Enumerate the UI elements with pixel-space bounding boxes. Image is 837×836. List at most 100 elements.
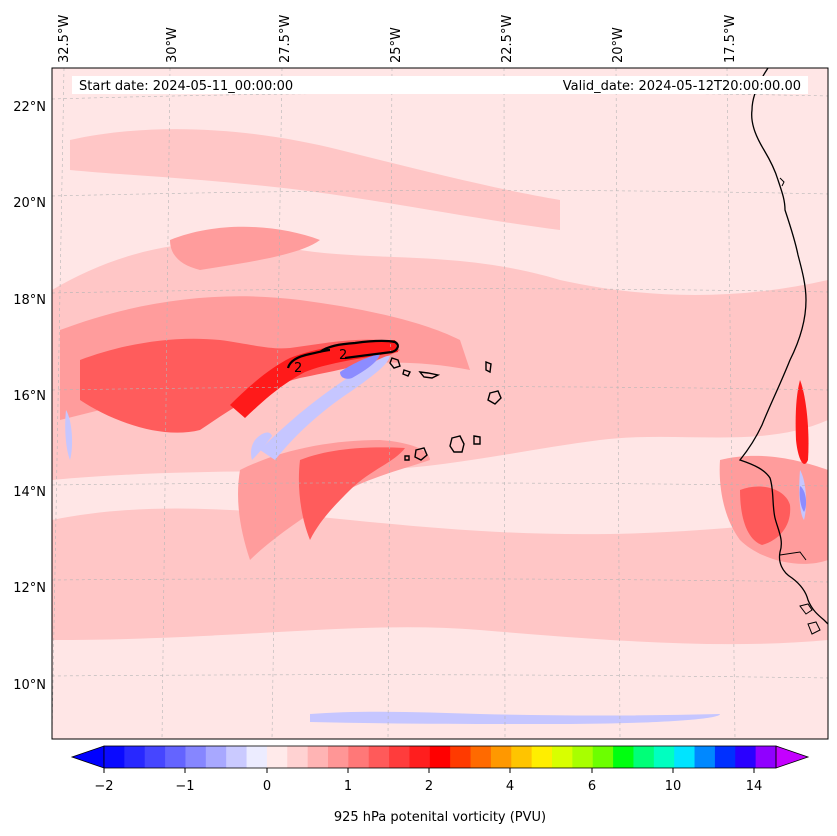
colorbar-segment — [633, 746, 655, 768]
colorbar-segment — [185, 746, 207, 768]
pv-field-negative-band — [260, 355, 390, 460]
pv-field-negative-core — [799, 486, 807, 512]
lon-label: 32.5°W — [57, 15, 72, 63]
coast-detail — [779, 177, 785, 187]
lon-label: 27.5°W — [278, 15, 293, 63]
colorbar-segment — [735, 746, 757, 768]
colorbar-ticks — [103, 768, 755, 773]
colorbar-segment — [714, 746, 736, 768]
pv-field-mid-band — [238, 440, 430, 560]
pv-field-negative-band — [310, 711, 720, 724]
latitude-labels: 22°N 20°N 18°N 16°N 14°N 12°N 10°N — [13, 100, 46, 693]
gridline — [387, 68, 393, 739]
island-outline — [485, 360, 492, 374]
africa-coastline — [738, 68, 828, 625]
gridline — [503, 68, 506, 739]
gridline — [52, 482, 828, 487]
map-panel: 2 2 — [52, 68, 828, 739]
pv-field-high-band — [740, 486, 791, 545]
pv-2-contour-line — [286, 339, 399, 369]
colorbar-segment — [429, 746, 451, 768]
colorbar-over-arrow — [775, 745, 810, 769]
lon-label: 30°W — [165, 27, 180, 63]
colorbar-segment — [144, 746, 166, 768]
gridline — [52, 288, 828, 294]
colorbar-segment — [531, 746, 553, 768]
island-outline — [473, 435, 481, 445]
lat-label: 20°N — [13, 196, 46, 211]
colorbar-segment — [592, 746, 614, 768]
colorbar-tick-label: 10 — [665, 779, 682, 794]
island-outline — [402, 369, 411, 377]
cape-verde-islands — [389, 357, 502, 461]
lat-label: 10°N — [13, 678, 46, 693]
header-box — [72, 76, 808, 94]
colorbar-segment — [104, 746, 125, 768]
colorbar-segment — [266, 746, 288, 768]
island-outline — [799, 603, 813, 615]
colorbar-segment — [450, 746, 472, 768]
colorbar-tick-label: 6 — [588, 779, 596, 794]
island-outline — [404, 455, 410, 461]
lon-label: 17.5°W — [723, 15, 738, 63]
colorbar-segment — [226, 746, 248, 768]
colorbar-under-arrow — [70, 745, 105, 769]
pv-field-max-core — [795, 380, 809, 464]
pv-field-negative-band — [251, 432, 272, 460]
map-frame — [51, 67, 829, 740]
gridline — [271, 68, 283, 739]
lat-label: 12°N — [13, 581, 46, 596]
colorbar-tick-label: 4 — [506, 779, 514, 794]
longitude-labels: 32.5°W 30°W 27.5°W 25°W 22.5°W 20°W 17.5… — [57, 15, 738, 63]
island-outline — [389, 357, 401, 369]
colorbar-segment — [287, 746, 309, 768]
colorbar-segments — [104, 746, 777, 768]
lat-label: 16°N — [13, 389, 46, 404]
pv-field-high-band — [298, 447, 405, 540]
colorbar-segment — [328, 746, 349, 768]
colorbar-segment — [572, 746, 594, 768]
colorbar-segment — [246, 746, 268, 768]
lat-label: 14°N — [13, 485, 46, 500]
colorbar-tick-label: 0 — [263, 779, 271, 794]
map-gridlines — [52, 68, 828, 739]
colorbar-segment — [368, 746, 390, 768]
colorbar-segment — [674, 746, 696, 768]
lat-label: 22°N — [13, 100, 46, 115]
colorbar-tick-label: 14 — [746, 779, 763, 794]
lon-label: 20°W — [611, 27, 626, 63]
colorbar-segment — [552, 746, 573, 768]
colorbar-segment — [694, 746, 716, 768]
pv-field-negative-band — [65, 410, 73, 460]
colorbar-segment — [307, 746, 329, 768]
gridline — [52, 386, 828, 391]
colorbar-segment — [165, 746, 186, 768]
colorbar-frame — [103, 745, 777, 769]
contour-label: 2 — [294, 361, 302, 376]
island-outline — [418, 371, 441, 379]
colorbar-segment — [613, 746, 634, 768]
island-outline — [449, 435, 465, 453]
colorbar-segment — [409, 746, 431, 768]
colorbar-tick-label: 2 — [425, 779, 433, 794]
gridline — [52, 578, 828, 583]
colorbar: −2 −1 0 1 2 4 6 10 14 925 hPa potenital … — [70, 745, 810, 825]
colorbar-segment — [511, 746, 533, 768]
valid-date-label: Valid_date: 2024-05-12T20:00:00.00 — [563, 79, 801, 94]
colorbar-tick-label: −1 — [175, 779, 194, 794]
lon-label: 25°W — [389, 27, 404, 63]
colorbar-segment — [389, 746, 410, 768]
gambia-river-outline — [779, 551, 807, 561]
colorbar-segment — [490, 746, 512, 768]
gridline — [52, 190, 828, 197]
pv-field-low-band — [70, 129, 560, 230]
colorbar-tick-label: −2 — [94, 779, 113, 794]
colorbar-segment — [755, 746, 777, 768]
colorbar-tick-label: 1 — [344, 779, 352, 794]
colorbar-segment — [124, 746, 146, 768]
colorbar-segment — [470, 746, 492, 768]
start-date-label: Start date: 2024-05-11_00:00:00 — [79, 79, 293, 94]
island-outline — [807, 621, 821, 635]
pv-field-max-core — [230, 340, 398, 418]
